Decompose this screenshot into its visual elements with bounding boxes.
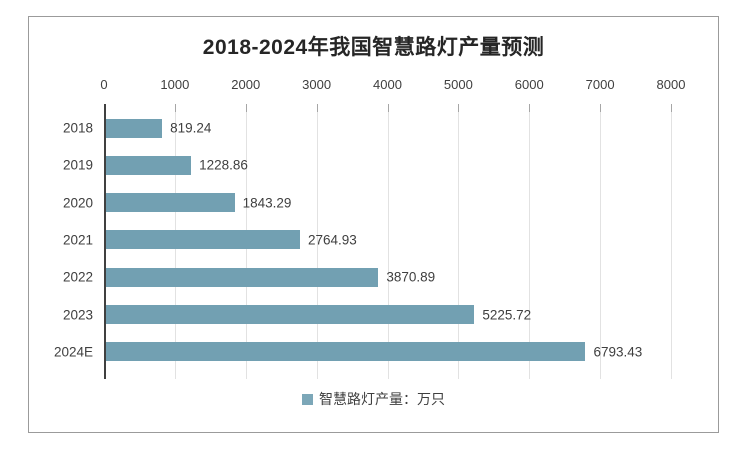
plot-area: 819.24 2018 1228.86 2019 1843.29 2020 2764.93 2… [54, 104, 672, 379]
x-tick-mark [316, 104, 318, 112]
x-tick-label: 4000 [373, 77, 402, 92]
value-label: 5225.72 [482, 307, 532, 322]
value-label: 2764.93 [307, 232, 357, 248]
x-tick-mark [600, 104, 602, 112]
x-tick-label: 3000 [302, 77, 332, 92]
category-label: 2021 [62, 232, 93, 248]
x-tick-label: 7000 [585, 77, 615, 92]
category-label: 2019 [62, 157, 93, 173]
y-axis-line [104, 104, 106, 379]
value-label: 1843.29 [242, 195, 292, 211]
gridline [600, 104, 602, 379]
category-label: 2020 [62, 195, 93, 211]
x-tick-mark [529, 104, 531, 112]
x-axis: 0 1000 2000 3000 4000 5000 6000 7000 8000 [29, 77, 718, 95]
x-tick-label: 8000 [656, 77, 686, 92]
x-tick-mark [671, 104, 672, 112]
chart-title: 2018-2024年我国智慧路灯产量预测 [202, 36, 545, 59]
x-tick-mark [458, 104, 460, 112]
bar-2020 [106, 193, 235, 213]
x-tick-label: 0 [100, 77, 108, 92]
gridline [316, 104, 318, 379]
x-tick-label: 5000 [443, 77, 473, 92]
legend: 智慧路灯产量：万只 [29, 389, 718, 409]
x-tick-label: 2000 [231, 77, 261, 92]
x-tick-mark [245, 104, 247, 112]
gridline [387, 104, 389, 379]
bar-2019 [106, 155, 192, 175]
category-label: 2022 [62, 269, 93, 285]
x-tick-label: 1000 [160, 77, 190, 92]
bar-2018 [106, 118, 163, 138]
bar-2022 [106, 267, 379, 287]
gridline [458, 104, 460, 379]
legend-label: 智慧路灯产量：万只 [319, 391, 445, 407]
category-label: 2018 [62, 120, 93, 136]
value-label: 819.24 [170, 120, 212, 136]
gridline [529, 104, 531, 379]
category-label: 2023 [62, 307, 93, 322]
category-label: 2024E [53, 344, 93, 360]
bar-2023 [106, 305, 475, 324]
value-label: 3870.89 [386, 269, 436, 285]
value-label: 6793.43 [593, 344, 643, 360]
chart-frame: 2018-2024年我国智慧路灯产量预测 0 1000 2000 3000 4000 50… [28, 16, 719, 433]
bar-2024E [106, 342, 586, 362]
value-label: 1228.86 [199, 157, 248, 173]
x-tick-mark [174, 104, 176, 112]
x-tick-label: 6000 [514, 77, 544, 92]
legend-swatch-icon [302, 393, 313, 405]
x-tick-mark [387, 104, 389, 112]
gridline [671, 104, 672, 379]
bar-2021 [106, 230, 300, 250]
